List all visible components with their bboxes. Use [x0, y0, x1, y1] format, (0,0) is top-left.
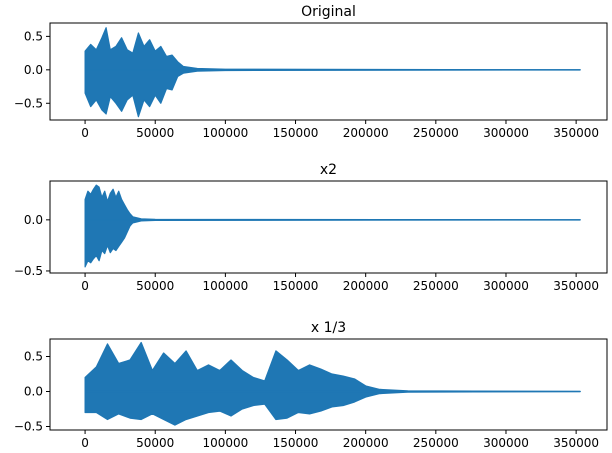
waveform-series-1: [84, 27, 581, 118]
x-tick-label: 150000: [273, 279, 319, 293]
waveform-series-1: [84, 341, 581, 426]
subplot-2: x2 0 50000 100000 150000 200000 250000 300000 35…: [14, 162, 608, 293]
waveform-series-1: [84, 184, 581, 268]
x-tick-label: 200000: [343, 126, 389, 140]
x-tick-label: 100000: [202, 126, 248, 140]
x-tick-label: 300000: [483, 126, 529, 140]
x-tick-label: 250000: [413, 436, 459, 450]
y-tick-label: −0.5: [14, 96, 43, 110]
x-tick-label: 350000: [553, 436, 599, 450]
x-tick-label: 50000: [136, 126, 174, 140]
x-tick-label: 150000: [273, 126, 319, 140]
y-tick-label: 0.5: [24, 350, 43, 364]
y-tick-label: −0.5: [14, 420, 43, 434]
y-tick-label: −0.5: [14, 264, 43, 278]
x-tick-label: 350000: [553, 279, 599, 293]
subplot-title: x 1/3: [311, 320, 346, 336]
x-tick-label: 300000: [483, 279, 529, 293]
axes-frame: [49, 180, 608, 274]
x-tick-label: 50000: [136, 279, 174, 293]
subplot-3: x 1/3 0 50000 100000 150000 200000 250000 30000…: [14, 320, 608, 450]
axes-frame: [49, 22, 608, 121]
x-tick-label: 100000: [202, 279, 248, 293]
x-tick-label: 150000: [273, 436, 319, 450]
x-tick-label: 250000: [413, 126, 459, 140]
y-tick-label: 0.0: [24, 63, 43, 77]
x-tick-label: 0: [81, 126, 89, 140]
x-tick-label: 50000: [136, 436, 174, 450]
x-tick-label: 0: [81, 279, 89, 293]
axes-frame: [49, 338, 608, 431]
subplot-1: Original 0 50000 100000 150000 200000 250000 30…: [14, 4, 608, 140]
x-tick-label: 200000: [343, 436, 389, 450]
x-tick-label: 200000: [343, 279, 389, 293]
x-tick-label: 250000: [413, 279, 459, 293]
subplot-title: x2: [320, 162, 337, 178]
y-tick-label: 0.0: [24, 385, 43, 399]
y-tick-label: 0.5: [24, 29, 43, 43]
y-tick-label: 0.0: [24, 213, 43, 227]
x-tick-label: 0: [81, 436, 89, 450]
x-tick-label: 100000: [202, 436, 248, 450]
x-tick-label: 300000: [483, 436, 529, 450]
subplot-title: Original: [301, 4, 356, 20]
x-tick-label: 350000: [553, 126, 599, 140]
